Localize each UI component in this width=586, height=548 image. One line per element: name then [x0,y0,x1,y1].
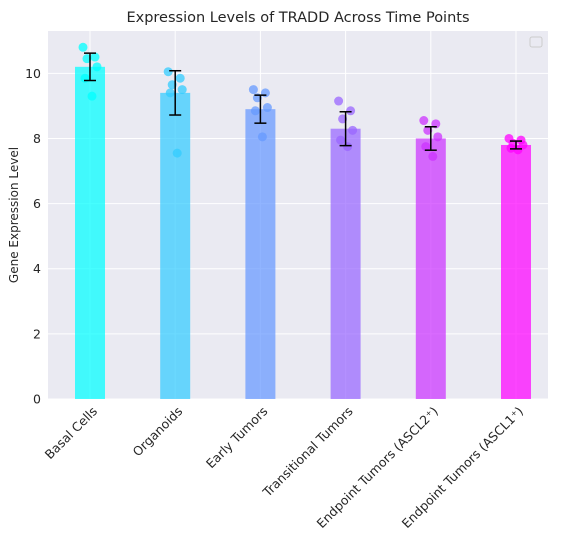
data-point [92,62,102,72]
plot-area [48,31,548,399]
y-tick-label: 0 [33,392,41,407]
data-point [513,145,523,155]
data-point [177,85,187,95]
bar [245,109,276,399]
data-point [260,88,270,98]
data-point [248,85,258,95]
data-point [419,116,429,126]
data-point [163,67,173,77]
data-point [262,103,272,113]
data-point [346,106,356,116]
bar [75,66,105,400]
bar [501,144,531,399]
y-tick-label: 10 [25,66,41,81]
data-point [334,96,344,106]
y-tick-label: 8 [33,131,41,146]
data-point [87,91,97,101]
data-point [175,73,185,83]
data-point [165,88,175,98]
data-point [433,132,443,142]
y-tick-label: 6 [33,196,41,211]
x-tick-label: Early Tumors [203,404,271,472]
bars [75,66,531,400]
data-point [80,73,90,83]
data-point [343,142,353,152]
y-tick-label: 2 [33,326,41,341]
bar [160,92,191,400]
y-axis-ticks: 0 2 4 6 8 10 [25,66,41,407]
data-point [428,151,438,161]
data-point [78,42,88,52]
x-tick-label: Basal Cells [42,404,101,463]
y-tick-label: 4 [33,261,41,276]
data-point [90,52,100,62]
bar [330,128,361,400]
x-axis-ticks: Basal Cells Organoids Early TumorsTransiti… [42,404,527,531]
x-tick-label: Transitional Tumors [259,404,356,501]
bar [415,138,446,399]
legend-box [529,36,543,48]
data-point [172,148,182,158]
error-bars [84,52,522,151]
data-point [257,132,267,142]
y-axis-label: Gene Expression Level [7,147,21,283]
data-point [421,142,431,152]
data-point [250,106,260,116]
data-point [348,125,358,135]
x-tick-label: Organoids [130,404,186,460]
data-point [336,135,346,145]
chart-title: Expression Levels of TRADD Across Time P… [126,10,469,26]
